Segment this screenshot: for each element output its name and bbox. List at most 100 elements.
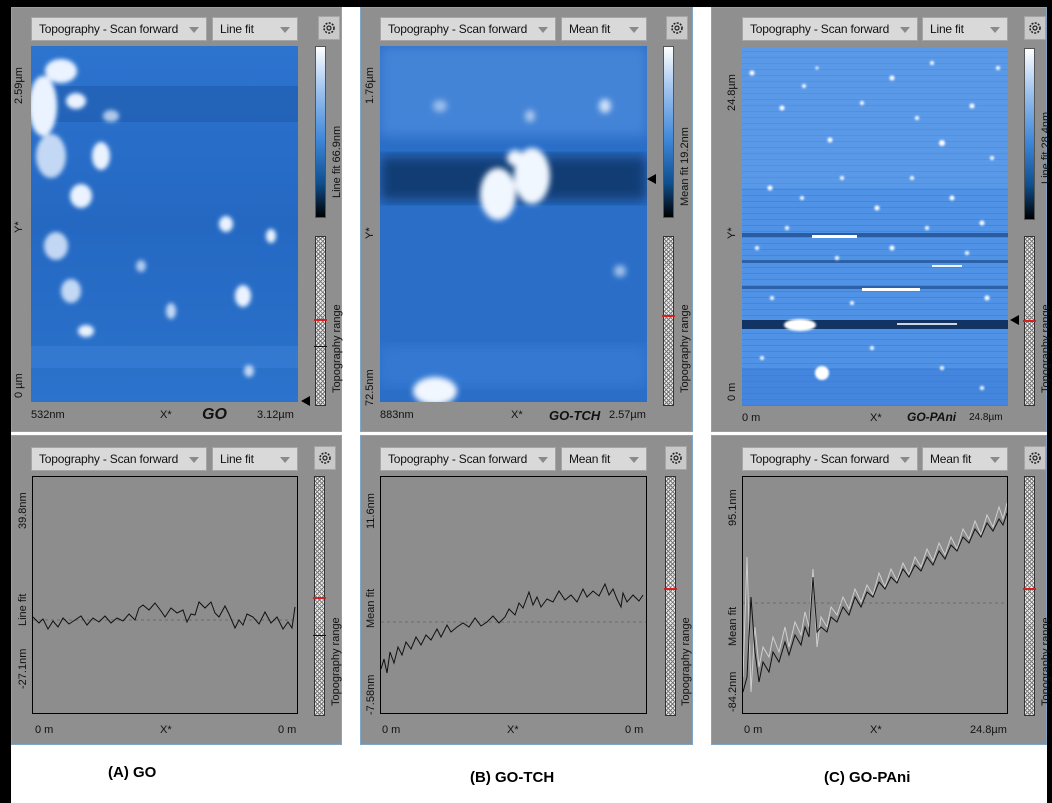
x-axis-left-label: 0 m: [35, 724, 54, 736]
y-axis-label: Y*: [726, 227, 738, 239]
panel-c-top: Topography - Scan forward Line fit 24.8µ…: [711, 7, 1052, 432]
topography-range-slider[interactable]: [315, 236, 326, 406]
x-axis-right-label: 2.57µm: [609, 409, 646, 421]
range-label: Topography range: [331, 304, 343, 393]
settings-button[interactable]: [666, 16, 688, 40]
line-profile-plot[interactable]: [32, 476, 298, 714]
scan-mode-label: Topography - Scan forward: [388, 452, 528, 466]
panel-b-top: Topography - Scan forward Mean fit 1.76µ…: [360, 7, 693, 432]
x-axis-label: X*: [160, 724, 172, 736]
sample-label: GO: [202, 406, 227, 423]
dropdown-arrow-icon: [900, 27, 910, 33]
range-marker-black: [313, 635, 326, 636]
y-axis-bottom-label: -84.2nm: [727, 671, 739, 712]
color-scale-label: Line fit 28.4nm: [1040, 111, 1052, 184]
topography-range-slider[interactable]: [663, 236, 674, 406]
gear-icon: [319, 452, 331, 464]
fit-mode-dropdown[interactable]: Line fit: [212, 447, 298, 471]
scan-mode-dropdown[interactable]: Topography - Scan forward: [742, 447, 918, 471]
y-axis-bottom-label: -7.58nm: [365, 674, 377, 715]
y-axis-label: Y*: [364, 227, 376, 239]
range-label: Topography range: [1040, 304, 1052, 393]
fit-mode-label: Line fit: [930, 22, 964, 36]
sample-label: GO-TCH: [549, 408, 601, 423]
scan-image-go-pani[interactable]: [742, 48, 1008, 406]
scan-mode-dropdown[interactable]: Topography - Scan forward: [31, 17, 207, 41]
dropdown-arrow-icon: [189, 457, 199, 463]
fit-mode-dropdown[interactable]: Line fit: [212, 17, 298, 41]
x-axis-label: X*: [511, 409, 523, 421]
panel-a-bottom: Topography - Scan forward Line fit 39.8n…: [11, 435, 342, 745]
dropdown-arrow-icon: [629, 457, 639, 463]
x-axis-right-label: 24.8µm: [970, 724, 1007, 736]
fit-mode-label: Mean fit: [569, 22, 611, 36]
x-axis-right-label: 3.12µm: [257, 409, 294, 421]
gear-icon: [1029, 452, 1041, 464]
x-axis-left-label: 0 m: [744, 724, 763, 736]
x-axis-label: X*: [160, 409, 172, 421]
range-label: Topography range: [330, 617, 342, 706]
settings-button[interactable]: [314, 446, 336, 470]
gear-icon: [670, 452, 682, 464]
dropdown-arrow-icon: [189, 27, 199, 33]
dropdown-arrow-icon: [538, 27, 548, 33]
line-profile-plot[interactable]: [380, 476, 647, 714]
range-label: Topography range: [680, 617, 692, 706]
scan-mode-label: Topography - Scan forward: [388, 22, 528, 36]
fit-mode-dropdown[interactable]: Mean fit: [561, 447, 647, 471]
scan-image-go-tch[interactable]: [380, 46, 647, 402]
x-axis-label: X*: [870, 412, 882, 424]
fit-mode-label: Mean fit: [569, 452, 611, 466]
line-profile-plot[interactable]: [742, 476, 1008, 714]
y-axis-top-label: 95.1nm: [727, 489, 739, 526]
caption-b: (B) GO-TCH: [470, 769, 555, 786]
y-axis-label: Mean fit: [727, 606, 739, 646]
y-axis-label: Mean fit: [365, 588, 377, 628]
fit-mode-label: Line fit: [220, 452, 254, 466]
scan-mode-label: Topography - Scan forward: [39, 452, 179, 466]
cursor-marker-icon[interactable]: [647, 174, 656, 184]
y-axis-label: Line fit: [17, 593, 29, 626]
x-axis-left-label: 0 m: [742, 412, 761, 424]
range-marker-red: [313, 597, 326, 599]
x-axis-label: X*: [870, 724, 882, 736]
scan-mode-dropdown[interactable]: Topography - Scan forward: [380, 17, 556, 41]
y-axis-bottom-label: -27.1nm: [17, 648, 29, 689]
y-axis-bottom-label: 72.5nm: [364, 369, 376, 406]
scan-mode-label: Topography - Scan forward: [750, 452, 890, 466]
dropdown-arrow-icon: [280, 27, 290, 33]
color-scale-label: Mean fit 19.2nm: [679, 127, 691, 206]
scan-mode-dropdown[interactable]: Topography - Scan forward: [380, 447, 556, 471]
scan-mode-dropdown[interactable]: Topography - Scan forward: [742, 17, 918, 41]
settings-button[interactable]: [665, 446, 687, 470]
topography-range-slider[interactable]: [665, 476, 676, 716]
gear-icon: [323, 22, 335, 34]
cursor-marker-icon[interactable]: [301, 396, 310, 406]
range-label: Topography range: [1040, 617, 1052, 706]
range-marker-red: [662, 315, 675, 317]
color-scale-bar: [1024, 48, 1035, 220]
fit-mode-label: Line fit: [220, 22, 254, 36]
settings-button[interactable]: [1024, 446, 1046, 470]
y-axis-top-label: 24.8µm: [726, 74, 738, 111]
settings-button[interactable]: [1024, 16, 1046, 40]
fit-mode-dropdown[interactable]: Mean fit: [922, 447, 1008, 471]
range-marker-red: [664, 588, 677, 590]
y-axis-bottom-label: 0 µm: [13, 373, 25, 398]
topography-range-slider[interactable]: [1024, 476, 1035, 716]
settings-button[interactable]: [318, 16, 340, 40]
range-marker-red: [1023, 320, 1036, 322]
scan-image-go[interactable]: [31, 46, 298, 402]
dropdown-arrow-icon: [280, 457, 290, 463]
range-label: Topography range: [679, 304, 691, 393]
caption-c: (C) GO-PAni: [824, 769, 911, 786]
cursor-marker-icon[interactable]: [1010, 315, 1019, 325]
y-axis-label: Y*: [13, 221, 25, 233]
scan-mode-dropdown[interactable]: Topography - Scan forward: [31, 447, 207, 471]
fit-mode-dropdown[interactable]: Line fit: [922, 17, 1008, 41]
topography-range-slider[interactable]: [314, 476, 325, 716]
fit-mode-dropdown[interactable]: Mean fit: [561, 17, 647, 41]
y-axis-top-label: 2.59µm: [13, 67, 25, 104]
dropdown-arrow-icon: [990, 27, 1000, 33]
